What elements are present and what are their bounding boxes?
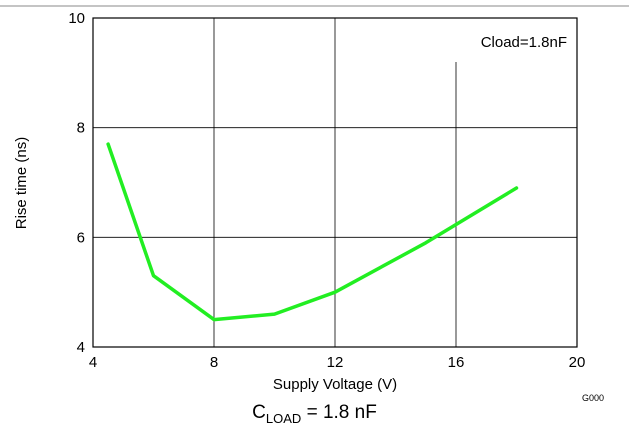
- caption-rest: = 1.8 nF: [301, 402, 377, 423]
- x-tick-label-8: 8: [210, 354, 218, 371]
- cload-annotation: Cload=1.8nF: [481, 34, 567, 51]
- x-tick-label-20: 20: [569, 354, 586, 371]
- y-tick-labels: 4 6 8 10: [68, 10, 85, 356]
- caption-main: C: [252, 402, 266, 423]
- y-tick-label-10: 10: [68, 10, 85, 27]
- y-tick-label-4: 4: [77, 339, 85, 356]
- x-tick-label-16: 16: [448, 354, 465, 371]
- y-tick-label-8: 8: [77, 120, 85, 137]
- plot-frame: [92, 17, 578, 348]
- series-line-0: [106, 142, 519, 322]
- x-tick-labels: 4 8 12 16 20: [89, 354, 586, 371]
- x-tick-label-4: 4: [89, 354, 97, 371]
- series-layer: [106, 142, 519, 322]
- caption-subscript: LOAD: [265, 410, 302, 426]
- x-axis-title: Supply Voltage (V): [273, 376, 397, 393]
- grid-lines: [93, 18, 577, 347]
- x-tick-label-12: 12: [327, 354, 344, 371]
- y-tick-label-6: 6: [77, 229, 85, 246]
- chart-caption: CLOAD = 1.8 nF: [0, 402, 629, 426]
- y-axis-title: Rise time (ns): [13, 137, 30, 230]
- figure-code: G000: [582, 393, 604, 403]
